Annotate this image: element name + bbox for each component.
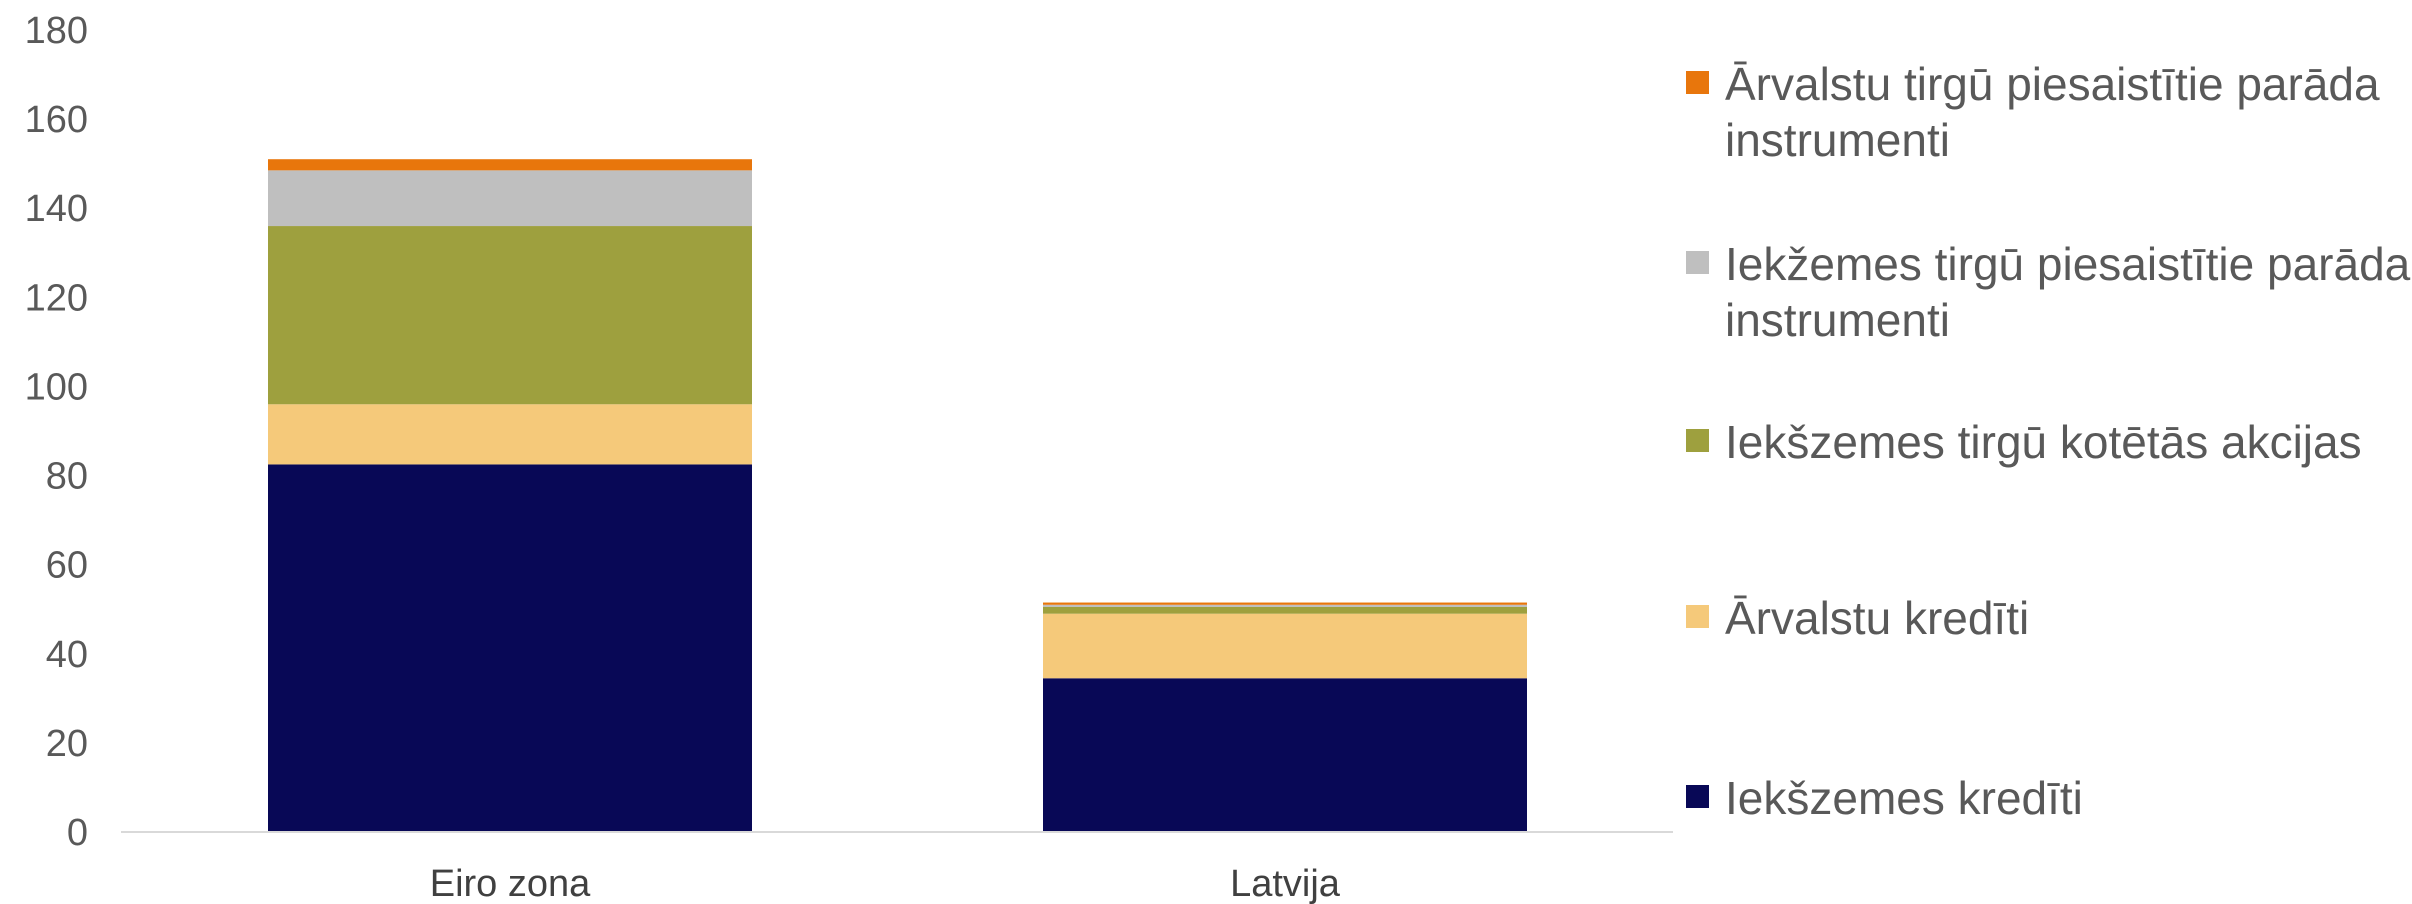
bars	[268, 159, 1527, 832]
y-tick-label: 120	[25, 277, 88, 319]
x-axis: Eiro zona Latvija	[430, 863, 1341, 904]
legend-swatch	[1686, 71, 1709, 94]
bar-segment	[1043, 606, 1527, 614]
y-tick-label: 80	[46, 456, 88, 498]
legend-label: Ārvalstu tirgū piesaistītie parāda instr…	[1725, 58, 2380, 166]
legend-item: Iekšzemes tirgū kotētās akcijas	[1686, 414, 2412, 470]
y-tick-label: 60	[46, 545, 88, 587]
legend-item: Ārvalstu kredīti	[1686, 590, 2412, 646]
bar-segment	[268, 159, 752, 171]
legend-swatch	[1686, 251, 1709, 274]
legend-label: Iekšzemes kredīti	[1725, 772, 2083, 824]
legend-swatch	[1686, 605, 1709, 628]
legend-swatch	[1686, 429, 1709, 452]
legend-label: Iekžemes tirgū piesaistītie parāda instr…	[1725, 238, 2411, 346]
legend-item: Iekžemes tirgū piesaistītie parāda instr…	[1686, 236, 2412, 348]
bar-segment	[1043, 602, 1527, 605]
bar-segment	[1043, 678, 1527, 832]
x-category-label: Eiro zona	[430, 863, 591, 904]
bar-segment	[268, 464, 752, 832]
y-tick-label: 100	[25, 366, 88, 408]
legend-label: Iekšzemes tirgū kotētās akcijas	[1725, 416, 2362, 468]
bar-segment	[268, 404, 752, 465]
legend-label: Ārvalstu kredīti	[1725, 592, 2030, 644]
y-tick-label: 40	[46, 634, 88, 676]
y-tick-label: 140	[25, 188, 88, 230]
y-axis: 0 20 40 60 80 100 120 140 160 180	[25, 10, 88, 854]
bar-segment	[268, 226, 752, 405]
y-tick-label: 0	[67, 812, 88, 854]
legend: Ārvalstu tirgū piesaistītie parāda instr…	[1686, 0, 2412, 904]
legend-item: Ārvalstu tirgū piesaistītie parāda instr…	[1686, 56, 2412, 168]
x-category-label: Latvija	[1230, 863, 1341, 904]
stacked-bar-chart: 0 20 40 60 80 100 120 140 160 180 Eiro zona Latvij…	[25, 10, 1673, 904]
legend-item: Iekšzemes kredīti	[1686, 770, 2412, 826]
y-tick-label: 180	[25, 10, 88, 52]
y-tick-label: 20	[46, 723, 88, 765]
bar-segment	[268, 170, 752, 227]
y-tick-label: 160	[25, 99, 88, 141]
legend-swatch	[1686, 785, 1709, 808]
bar-segment	[1043, 613, 1527, 679]
bar-segment	[1043, 604, 1527, 607]
